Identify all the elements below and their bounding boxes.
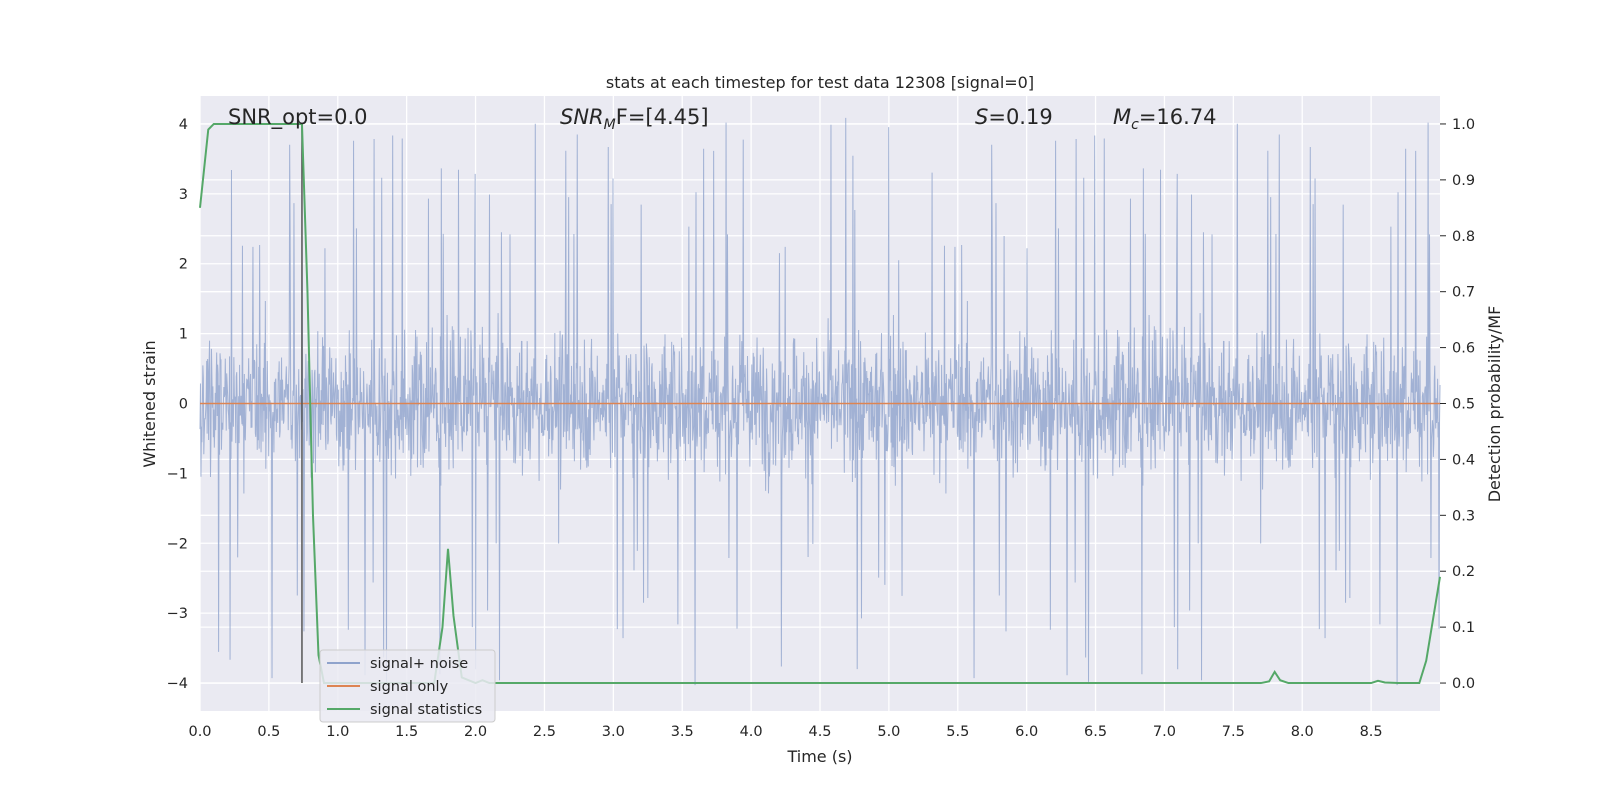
y2-tick-label: 0.2 <box>1452 564 1475 580</box>
x-tick-label: 1.5 <box>395 724 418 740</box>
y-tick-labels: 4 3 2 1 0 −1 −2 −3 −4 <box>167 117 188 692</box>
x-tick-label: 0.5 <box>257 724 280 740</box>
signal-noise-line <box>199 117 1441 686</box>
x-tick-labels: 0.0 0.5 1.0 1.5 2.0 2.5 3.0 3.5 4.0 4.5 5.0 5.5 6.0 6… <box>188 724 1382 740</box>
signal-noise-series <box>199 117 1441 686</box>
chart-title: stats at each timestep for test data 123… <box>606 73 1034 92</box>
x-tick-label: 5.0 <box>877 724 900 740</box>
x-tick-label: 4.5 <box>808 724 831 740</box>
y2-tick-label: 0.5 <box>1452 397 1475 413</box>
y2-axis-label: Detection probability/MF <box>1485 306 1504 503</box>
x-tick-label: 3.0 <box>602 724 625 740</box>
x-tick-label: 3.5 <box>671 724 694 740</box>
y2-tick-label: 0.8 <box>1452 229 1475 245</box>
y-tick-label: −1 <box>167 466 188 482</box>
y-tick-label: 3 <box>179 187 188 203</box>
y2-tick-label: 0.3 <box>1452 508 1475 524</box>
y-tick-label: 4 <box>179 117 188 133</box>
y-tick-label: 0 <box>179 397 188 413</box>
y2-tick-label: 1.0 <box>1452 117 1475 133</box>
snr-opt-annotation: SNR_opt=0.0 <box>228 105 368 130</box>
y2-tick-labels: 1.0 0.9 0.8 0.7 0.6 0.5 0.4 0.3 0.2 0.1 0.0 <box>1440 117 1475 692</box>
x-tick-label: 8.5 <box>1360 724 1383 740</box>
y-tick-label: −3 <box>167 606 188 622</box>
legend-box <box>319 649 496 723</box>
mc-annotation: Mc=16.74 <box>1113 105 1217 133</box>
y2-tick-label: 0.6 <box>1452 341 1475 357</box>
legend: signal+ noise signal only signal statist… <box>319 649 496 723</box>
y-tick-label: −2 <box>167 536 188 552</box>
y-axis-label: Whitened strain <box>140 340 159 467</box>
x-tick-label: 7.5 <box>1222 724 1245 740</box>
x-axis-label: Time (s) <box>786 747 852 766</box>
x-tick-label: 2.0 <box>464 724 487 740</box>
y2-tick-label: 0.7 <box>1452 285 1475 301</box>
x-tick-label: 0.0 <box>188 724 211 740</box>
y2-tick-label: 0.0 <box>1452 676 1475 692</box>
legend-label-signal-noise: signal+ noise <box>370 656 468 672</box>
y-tick-label: 1 <box>179 327 188 343</box>
x-tick-label: 5.5 <box>946 724 969 740</box>
x-tick-label: 4.0 <box>740 724 763 740</box>
y2-tick-label: 0.4 <box>1452 452 1475 468</box>
snr-mf-annotation: SNRMF=[4.45] <box>560 105 709 133</box>
x-tick-label: 1.0 <box>326 724 349 740</box>
y-tick-label: 2 <box>179 257 188 273</box>
x-tick-label: 6.5 <box>1084 724 1107 740</box>
x-tick-label: 8.0 <box>1291 724 1314 740</box>
legend-label-signal-only: signal only <box>370 679 449 695</box>
y-tick-label: −4 <box>167 676 188 692</box>
legend-label-signal-statistics: signal statistics <box>370 702 482 718</box>
s-annotation: S=0.19 <box>975 105 1053 129</box>
x-tick-label: 2.5 <box>533 724 556 740</box>
x-tick-label: 6.0 <box>1015 724 1038 740</box>
y2-tick-label: 0.1 <box>1452 620 1475 636</box>
x-tick-label: 7.0 <box>1153 724 1176 740</box>
y2-tick-label: 0.9 <box>1452 173 1475 189</box>
